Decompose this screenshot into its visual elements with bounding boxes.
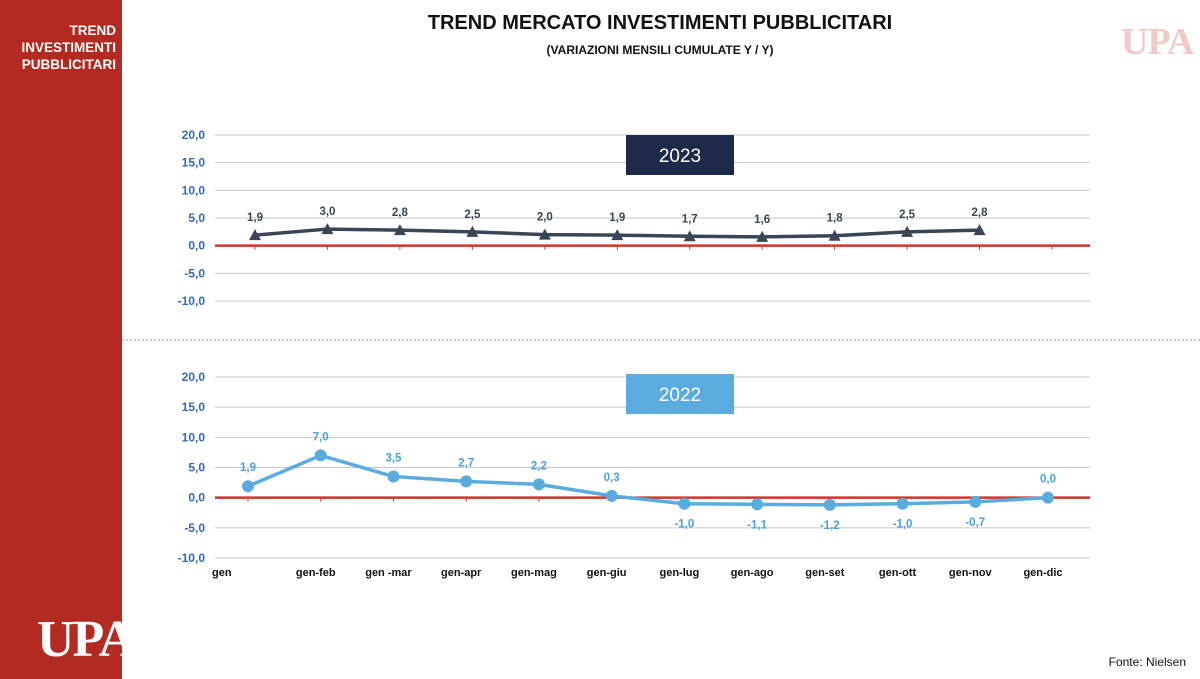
- data-point: [605, 489, 618, 502]
- y-tick-label: 15,0: [182, 156, 206, 170]
- x-tick-label: gen -mar: [365, 567, 412, 579]
- y-tick-label: 0,0: [188, 491, 205, 505]
- source-note: Fonte: Nielsen: [1108, 655, 1186, 669]
- data-label: 1,7: [682, 213, 698, 225]
- y-tick-label: 20,0: [182, 370, 206, 384]
- data-label: 3,5: [385, 453, 402, 465]
- y-tick-label: 15,0: [182, 400, 206, 414]
- y-tick-label: -10,0: [178, 294, 206, 308]
- x-tick-label: gen-feb: [296, 567, 336, 579]
- data-label: 2,5: [899, 209, 916, 221]
- y-tick-label: 10,0: [182, 430, 206, 444]
- data-point: [678, 497, 691, 510]
- x-tick-label: gen-mag: [511, 567, 557, 579]
- chart-title: 2023: [659, 146, 701, 167]
- data-point: [611, 229, 624, 241]
- data-label: -1,2: [820, 520, 840, 532]
- series-line: [247, 453, 1049, 507]
- data-label: 0,3: [604, 472, 620, 484]
- sidebar-title-line: INVESTIMENTI: [21, 40, 116, 55]
- data-label: 2,8: [972, 207, 989, 219]
- data-label: 2,8: [392, 207, 409, 219]
- data-label: 2,0: [537, 212, 553, 224]
- data-point: [321, 223, 334, 235]
- data-label: -0,7: [965, 517, 985, 529]
- data-point: [387, 470, 400, 483]
- sidebar-title: TREND INVESTIMENTI PUBBLICITARI: [21, 22, 116, 73]
- x-tick-label: gen-ott: [879, 567, 917, 579]
- data-point: [466, 225, 479, 237]
- data-point: [532, 478, 545, 491]
- data-label: 2,2: [531, 460, 547, 472]
- data-label: 1,8: [827, 213, 844, 225]
- data-label: 2,5: [464, 209, 481, 221]
- data-point: [973, 224, 986, 236]
- data-label: 3,0: [319, 206, 335, 218]
- data-label: 1,6: [754, 214, 770, 226]
- data-point: [314, 449, 327, 462]
- data-point: [249, 229, 261, 241]
- data-label: -1,1: [747, 519, 767, 531]
- data-point: [460, 475, 473, 488]
- upa-watermark-logo: UPA: [1121, 21, 1194, 63]
- upa-logo: UPA: [37, 611, 136, 668]
- y-tick-label: 10,0: [182, 183, 206, 197]
- data-point: [538, 228, 551, 240]
- data-label: 2,7: [458, 457, 474, 469]
- x-tick-label: gen-dic: [1023, 567, 1062, 579]
- chart-2023: 20,0 15,0 10,0 5,0 0,0 -5,0 -10,0 1,9 3,0 2,8 2,5 2…: [178, 128, 1090, 308]
- y-tick-label: 5,0: [188, 461, 205, 475]
- y-tick-label: -5,0: [184, 521, 205, 535]
- data-point: [896, 497, 909, 510]
- chart-title-box: [626, 374, 734, 414]
- data-label: 1,9: [240, 462, 256, 474]
- data-label: -1,0: [674, 519, 694, 531]
- y-tick-label: -10,0: [178, 551, 206, 565]
- data-point: [683, 230, 696, 242]
- data-label: 0,0: [1040, 474, 1056, 486]
- y-tick-label: 5,0: [188, 211, 205, 225]
- chart-title-box: [626, 135, 734, 175]
- sidebar-title-line: PUBBLICITARI: [21, 57, 116, 72]
- data-label: -1,0: [893, 519, 913, 531]
- y-tick-label: -5,0: [184, 266, 205, 280]
- x-tick-label: gen-apr: [441, 567, 482, 579]
- chart-title: 2022: [659, 385, 701, 406]
- data-point: [823, 498, 836, 511]
- data-point: [393, 224, 406, 236]
- data-label: 1,9: [247, 212, 263, 224]
- data-label: 1,9: [609, 212, 625, 224]
- data-point: [828, 229, 841, 241]
- x-tick-label: gen-giu: [587, 567, 627, 579]
- data-point: [751, 498, 764, 511]
- data-point: [756, 230, 769, 242]
- sidebar-title-line: TREND: [69, 23, 117, 38]
- x-tick-label: gen-lug: [660, 567, 700, 579]
- sidebar: TREND INVESTIMENTI PUBBLICITARI UPA: [0, 0, 136, 679]
- x-tick-label: gen-set: [805, 567, 844, 579]
- data-point: [1042, 491, 1054, 504]
- page-subtitle: (VARIAZIONI MENSILI CUMULATE Y / Y): [546, 43, 774, 57]
- x-tick-label: gen: [212, 567, 232, 579]
- y-tick-label: 0,0: [188, 239, 205, 253]
- y-tick-label: 20,0: [182, 128, 206, 142]
- data-point: [969, 495, 982, 508]
- x-tick-label: gen-ago: [731, 567, 774, 579]
- chart-2022: 20,0 15,0 10,0 5,0 0,0 -5,0 -10,0 1,9 7,0 3,5 2,7 2…: [178, 370, 1090, 579]
- x-tick-label: gen-nov: [949, 567, 993, 579]
- data-label: 7,0: [313, 431, 329, 443]
- data-point: [242, 480, 254, 493]
- page-title: TREND MERCATO INVESTIMENTI PUBBLICITARI: [427, 12, 893, 34]
- data-point: [901, 225, 914, 237]
